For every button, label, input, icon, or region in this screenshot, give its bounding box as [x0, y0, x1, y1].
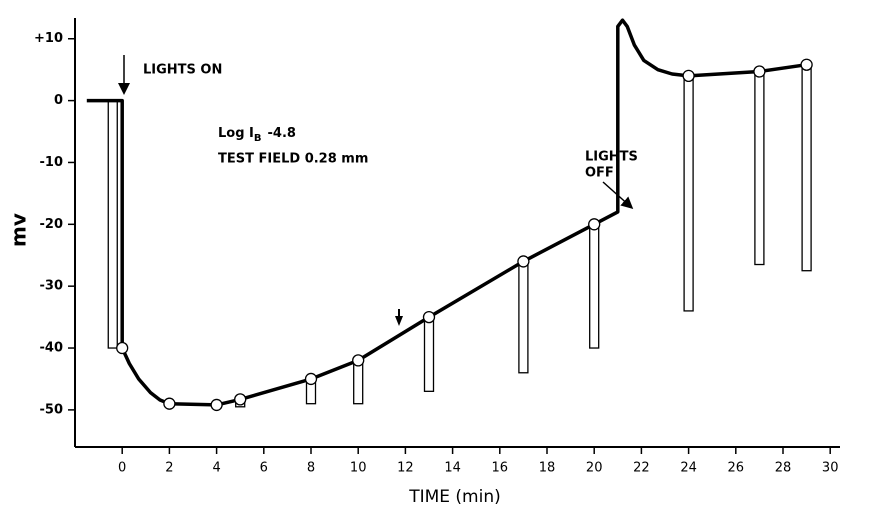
- annotation: LIGHTS: [585, 150, 638, 165]
- annotation-text: Log I: [218, 126, 254, 141]
- range-bar: [518, 260, 529, 374]
- annotation: OFF: [585, 166, 614, 181]
- data-point: [800, 58, 813, 71]
- x-tick-label: 0: [118, 461, 126, 476]
- x-tick-label: 4: [212, 461, 220, 476]
- marker-arrow: [395, 316, 403, 326]
- x-tick-label: 26: [728, 461, 745, 476]
- range-bar: [353, 359, 364, 405]
- range-bar: [754, 70, 765, 266]
- x-axis-label: TIME (min): [408, 487, 501, 507]
- x-tick-label: 30: [822, 461, 839, 476]
- data-point: [753, 65, 766, 78]
- range-bar: [801, 64, 812, 272]
- data-point: [588, 218, 601, 231]
- x-tick-label: 18: [539, 461, 556, 476]
- data-point: [352, 354, 365, 367]
- data-point: [517, 255, 530, 268]
- range-bar: [683, 75, 694, 312]
- y-tick-label: -50: [40, 402, 64, 417]
- x-tick-label: 24: [680, 461, 697, 476]
- x-tick-label: 16: [492, 461, 509, 476]
- annotation: Log IB -4.8: [218, 126, 296, 145]
- y-tick-label: -40: [40, 341, 64, 356]
- y-axis-label: mv: [7, 213, 31, 247]
- x-tick-label: 2: [165, 461, 173, 476]
- x-tick-label: 22: [633, 461, 650, 476]
- range-bar: [107, 99, 118, 349]
- y-tick-label: -10: [40, 155, 64, 170]
- data-point: [210, 398, 223, 412]
- annotation: LIGHTS ON: [143, 63, 222, 78]
- data-point: [682, 69, 695, 83]
- y-tick-label: 0: [54, 93, 63, 108]
- data-point: [234, 393, 247, 406]
- x-tick-label: 14: [444, 461, 461, 476]
- data-point: [163, 397, 176, 410]
- annotation-text: -4.8: [268, 126, 296, 141]
- y-tick-label: -30: [40, 279, 64, 294]
- y-tick-label: -20: [40, 217, 64, 232]
- data-point: [304, 372, 318, 386]
- x-tick-label: 20: [586, 461, 603, 476]
- data-point: [422, 310, 436, 324]
- x-tick-label: 28: [775, 461, 792, 476]
- x-tick-label: 8: [307, 461, 315, 476]
- x-tick-label: 6: [260, 461, 268, 476]
- y-tick-label: +10: [34, 31, 63, 46]
- x-tick-label: 10: [350, 461, 367, 476]
- potential-curve: [86, 18, 807, 407]
- range-bar: [589, 223, 600, 349]
- annotation: TEST FIELD 0.28 mm: [218, 152, 368, 167]
- data-point: [116, 341, 129, 355]
- x-tick-label: 12: [397, 461, 414, 476]
- annotation-subscript: B: [254, 133, 262, 144]
- range-bar: [423, 316, 435, 392]
